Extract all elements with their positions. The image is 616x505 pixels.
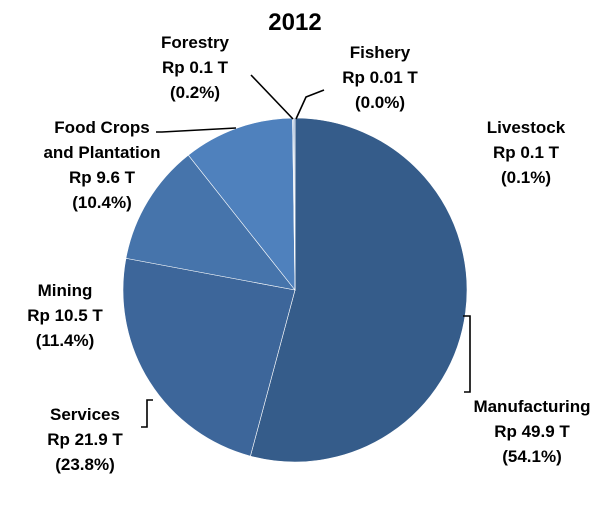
slice-manufacturing (250, 117, 468, 463)
label-value-livestock: Rp 0.1 T (493, 143, 560, 162)
label-name-manufacturing: Manufacturing (473, 397, 590, 416)
chart-title: 2012 (268, 9, 321, 36)
slice-services (122, 257, 296, 457)
leader-line-fishery (295, 89, 325, 120)
slice-mining (125, 154, 296, 291)
label-value-manufacturing: Rp 49.9 T (494, 422, 570, 441)
labels-layer: Manufacturing Rp 49.9 T (54.1%) Services Rp … (27, 33, 590, 474)
slice-food-crops-and-plantation (187, 117, 296, 291)
data-label-manufacturing: Manufacturing Rp 49.9 T (54.1%) (473, 397, 590, 466)
leader-line-services (141, 399, 153, 428)
data-label-livestock: Livestock Rp 0.1 T (0.1%) (487, 118, 566, 187)
label-name-food-crops-and-plantation-line-2: and Plantation (43, 143, 160, 162)
leader-lines-layer (141, 74, 471, 428)
label-value-services: Rp 21.9 T (47, 430, 123, 449)
label-value-mining: Rp 10.5 T (27, 306, 103, 325)
label-value-fishery: Rp 0.01 T (342, 68, 418, 87)
label-name-mining: Mining (38, 281, 93, 300)
data-label-forestry: Forestry Rp 0.1 T (0.2%) (161, 33, 230, 102)
data-label-services: Services Rp 21.9 T (23.8%) (47, 405, 123, 474)
data-label-mining: Mining Rp 10.5 T (11.4%) (27, 281, 103, 350)
label-name-food-crops-and-plantation-line-1: Food Crops (54, 118, 149, 137)
label-percent-mining: (11.4%) (36, 331, 95, 350)
label-name-forestry: Forestry (161, 33, 230, 52)
label-percent-livestock: (0.1%) (501, 168, 551, 187)
label-percent-services: (23.8%) (55, 455, 115, 474)
label-percent-manufacturing: (54.1%) (502, 447, 562, 466)
label-percent-food-crops-and-plantation: (10.4%) (72, 193, 132, 212)
label-percent-forestry: (0.2%) (170, 83, 220, 102)
label-value-forestry: Rp 0.1 T (162, 58, 229, 77)
label-name-fishery: Fishery (350, 43, 411, 62)
label-percent-fishery: (0.0%) (355, 93, 405, 112)
leader-line-forestry (250, 74, 294, 120)
leader-line-manufacturing (463, 315, 471, 393)
leader-line-food-crops-and-plantation (156, 127, 237, 133)
slice-livestock (293, 117, 296, 291)
label-value-food-crops-and-plantation: Rp 9.6 T (69, 168, 136, 187)
data-label-food-crops-and-plantation: Food Crops and Plantation Rp 9.6 T (10.4%) (43, 118, 160, 212)
label-name-livestock: Livestock (487, 118, 566, 137)
data-label-fishery: Fishery Rp 0.01 T (0.0%) (342, 43, 418, 112)
label-name-services: Services (50, 405, 120, 424)
slices-layer (122, 117, 468, 463)
